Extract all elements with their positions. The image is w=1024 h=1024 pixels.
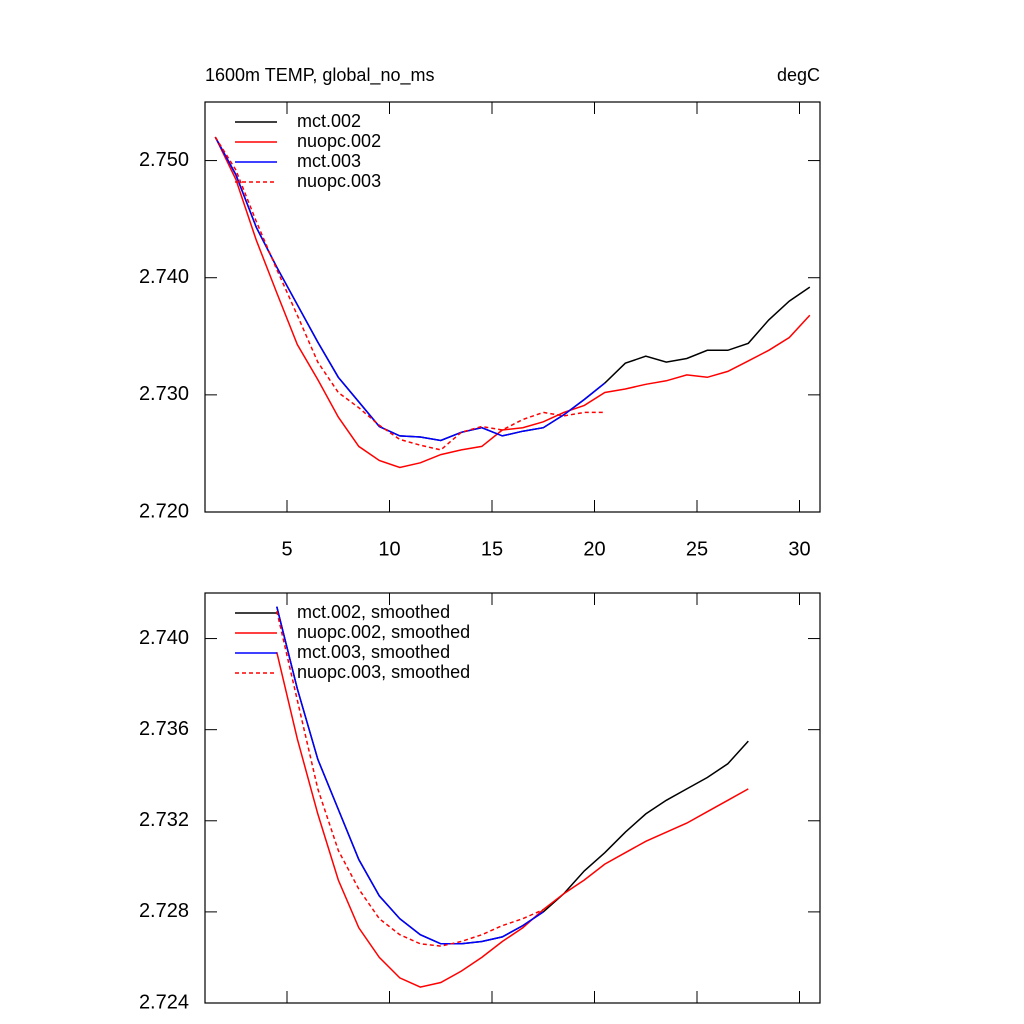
x-tick-label: 25: [686, 538, 708, 560]
units-label: degC: [777, 65, 820, 85]
series-line: [214, 136, 605, 451]
series-line: [276, 606, 544, 945]
y-tick-label: 2.732: [139, 809, 189, 831]
series-line: [276, 652, 749, 988]
legend-label: nuopc.002: [297, 131, 381, 151]
y-tick-label: 2.736: [139, 718, 189, 740]
x-tick-label: 10: [378, 538, 400, 560]
y-tick-label: 2.750: [139, 149, 189, 171]
series-line: [214, 136, 811, 469]
y-tick-label: 2.740: [139, 266, 189, 288]
y-tick-label: 2.724: [139, 991, 189, 1013]
legend-label: mct.003: [297, 151, 361, 171]
y-tick-label: 2.720: [139, 500, 189, 522]
y-tick-label: 2.740: [139, 627, 189, 649]
legend-label: nuopc.002, smoothed: [297, 622, 470, 642]
y-tick-label: 2.728: [139, 900, 189, 922]
legend-label: nuopc.003: [297, 171, 381, 191]
legend-label: mct.002: [297, 111, 361, 131]
legend-label: mct.003, smoothed: [297, 642, 450, 662]
series-line: [214, 136, 606, 442]
legend-label: nuopc.003, smoothed: [297, 662, 470, 682]
plot-frame: [204, 101, 821, 513]
chart-title: 1600m TEMP, global_no_ms: [205, 65, 434, 86]
x-tick-label: 5: [281, 538, 292, 560]
x-tick-label: 30: [788, 538, 810, 560]
y-tick-label: 2.730: [139, 383, 189, 405]
plot-frame: [204, 592, 821, 1004]
x-tick-label: 15: [481, 538, 503, 560]
legend-label: mct.002, smoothed: [297, 602, 450, 622]
x-tick-label: 20: [583, 538, 605, 560]
series-line: [276, 611, 544, 947]
